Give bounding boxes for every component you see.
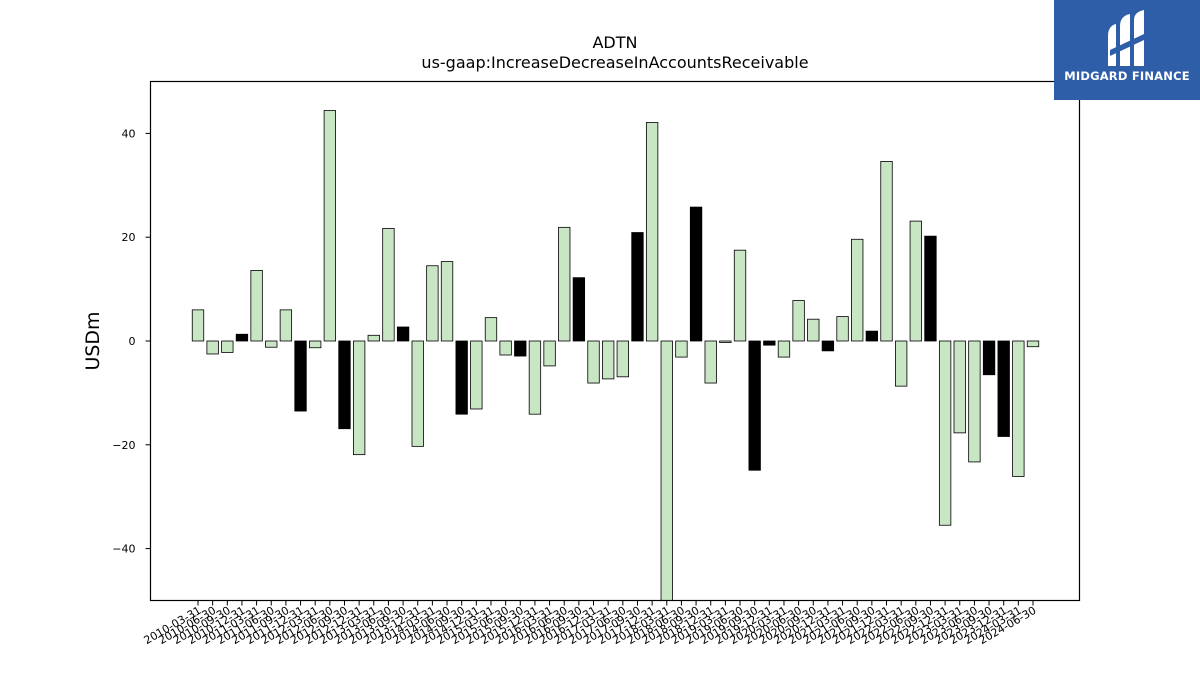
bar-2010-06-30 — [206, 340, 219, 355]
bar-2023-12-31 — [997, 340, 1010, 437]
y-axis: −40 −20 0 20 40 — [112, 127, 151, 556]
bar-2012-12-31 — [352, 340, 366, 456]
bar-2017-09-30 — [631, 232, 644, 342]
bar-2014-09-30 — [455, 340, 468, 415]
bar-2023-06-30 — [968, 340, 981, 463]
bar-2011-09-30 — [279, 309, 293, 342]
chart-title: ADTN — [592, 33, 637, 52]
bar-2021-03-31 — [836, 316, 849, 342]
bar-2020-03-31 — [777, 340, 791, 358]
bar-2017-03-31 — [602, 340, 615, 380]
bar-2019-12-31 — [763, 340, 776, 346]
bar-2019-09-30 — [748, 340, 761, 471]
midgard-logo-icon — [1108, 10, 1144, 66]
bar-2018-09-30 — [689, 206, 703, 342]
y-tick-label: −20 — [112, 439, 135, 452]
bar-2016-09-30 — [572, 277, 586, 342]
bar-2013-03-31 — [367, 334, 380, 342]
x-axis: 2010-03-312010-06-302010-09-302010-12-31… — [142, 600, 1039, 647]
bar-2022-06-30 — [909, 220, 922, 342]
bar-2018-03-31 — [660, 340, 673, 601]
bar-2024-03-31 — [1012, 340, 1025, 477]
brand-name: MIDGARD FINANCE — [1064, 69, 1190, 83]
bar-2014-03-31 — [426, 265, 439, 342]
bar-2024-06-30 — [1026, 340, 1040, 348]
bar-2023-09-30 — [982, 340, 996, 376]
bar-2016-03-31 — [543, 340, 556, 367]
bar-2015-03-31 — [484, 317, 498, 342]
bar-2022-12-31 — [938, 340, 952, 526]
bar-2022-03-31 — [895, 340, 908, 387]
bar-2011-12-31 — [294, 340, 307, 412]
bar-2011-03-31 — [250, 270, 263, 342]
bar-2021-12-31 — [880, 161, 893, 342]
bar-2016-06-30 — [558, 226, 571, 342]
bar-2013-06-30 — [382, 227, 395, 342]
bar-2013-12-31 — [411, 340, 424, 447]
bar-2015-09-30 — [514, 340, 527, 357]
bar-2014-12-31 — [470, 340, 483, 410]
bar-2022-09-30 — [924, 235, 937, 342]
bar-2011-06-30 — [265, 340, 278, 348]
chart-subtitle: us-gaap:IncreaseDecreaseInAccountsReceiv… — [421, 53, 808, 72]
bar-2013-09-30 — [396, 326, 410, 342]
y-tick-label: −40 — [112, 543, 135, 556]
bar-2017-06-30 — [616, 340, 629, 378]
bar-2019-06-30 — [733, 249, 747, 342]
bar-2010-03-31 — [191, 309, 205, 342]
bar-2012-09-30 — [338, 340, 351, 430]
brand-logo: MIDGARD FINANCE — [1054, 0, 1200, 100]
bar-2018-12-31 — [704, 340, 717, 384]
bar-2021-09-30 — [865, 330, 879, 342]
bar-2023-03-31 — [953, 340, 966, 434]
bar-2010-09-30 — [221, 340, 234, 353]
plot-frame — [149, 80, 1081, 602]
y-tick-label: 0 — [129, 335, 136, 348]
bar-2010-12-31 — [235, 333, 249, 342]
y-tick-label: 20 — [122, 231, 136, 244]
bar-2020-12-31 — [821, 340, 835, 352]
bar-2018-06-30 — [675, 340, 688, 358]
bar-2016-12-31 — [587, 340, 600, 384]
bar-2012-06-30 — [323, 110, 336, 342]
y-tick-label: 40 — [122, 127, 136, 140]
bar-2021-06-30 — [851, 238, 864, 342]
y-axis-label: USDm — [82, 311, 104, 370]
bar-2015-12-31 — [528, 340, 542, 415]
bar-2012-03-31 — [309, 340, 322, 349]
bars-group — [191, 110, 1040, 601]
bar-2019-03-31 — [719, 340, 732, 343]
bar-2020-09-30 — [807, 318, 820, 342]
bar-2020-06-30 — [792, 300, 805, 342]
bar-2014-06-30 — [440, 261, 454, 342]
bar-2017-12-31 — [645, 122, 659, 342]
bar-2015-06-30 — [499, 340, 512, 356]
